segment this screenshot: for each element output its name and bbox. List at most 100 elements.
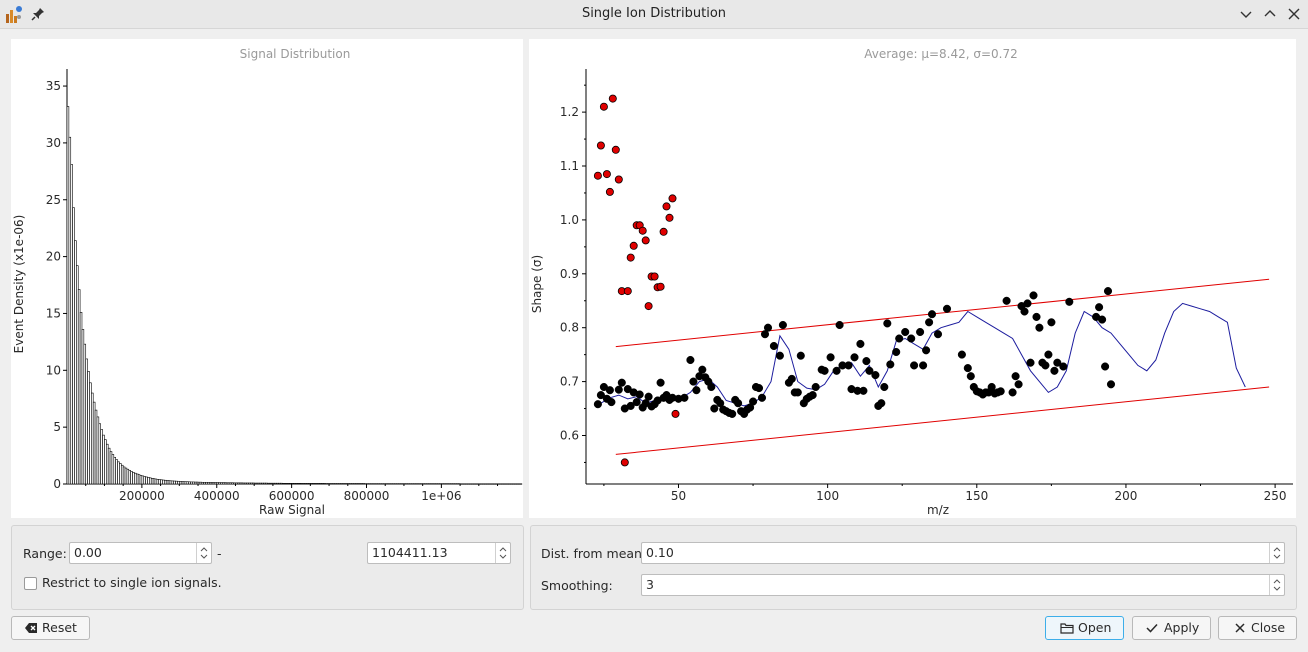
spin-arrows-icon[interactable]: [196, 543, 211, 563]
data-point: [907, 334, 916, 343]
data-point: [933, 330, 943, 339]
close-window-icon[interactable]: [1286, 6, 1302, 22]
spin-arrows-icon[interactable]: [1269, 575, 1284, 595]
data-point: [1023, 299, 1032, 308]
outlier-point: [599, 102, 608, 111]
data-point: [680, 393, 689, 402]
data-point: [692, 386, 701, 395]
data-point: [808, 391, 817, 400]
data-point: [1059, 362, 1068, 371]
pin-icon[interactable]: [30, 6, 46, 22]
outlier-point: [626, 253, 635, 262]
data-point: [793, 388, 802, 397]
data-point: [1008, 388, 1017, 397]
x-tick-label: 1e+06: [421, 489, 461, 503]
x-tick-label: 800000: [344, 489, 390, 503]
close-icon: [1235, 623, 1245, 633]
data-point: [856, 339, 865, 348]
data-point: [1044, 350, 1053, 359]
y-axis-label: Event Density (x1e-06): [12, 215, 26, 354]
y-tick-label: 30: [46, 136, 61, 150]
data-point: [1103, 287, 1113, 296]
outlier-point: [668, 194, 677, 203]
data-point: [710, 404, 719, 413]
smoothing-value: 3: [646, 577, 654, 592]
x-tick-label: 400000: [194, 489, 240, 503]
data-point: [707, 382, 716, 392]
shape-vs-mz-chart: Average: μ=8.42, σ=0.72 m/z Shape (σ) 0.…: [530, 47, 1293, 517]
data-point: [919, 361, 928, 370]
open-label: Open: [1078, 620, 1112, 635]
close-button[interactable]: Close: [1218, 616, 1297, 640]
data-point: [632, 398, 641, 407]
outlier-point: [629, 241, 638, 250]
data-point: [775, 351, 784, 360]
dist-from-mean-value: 0.10: [646, 545, 674, 560]
data-point: [1065, 297, 1074, 306]
spin-arrows-icon[interactable]: [495, 543, 510, 563]
smoothing-spinbox[interactable]: 3: [641, 574, 1285, 596]
y-tick-label: 0.7: [560, 375, 579, 389]
x-tick-label: 200: [1114, 489, 1137, 503]
spin-arrows-icon[interactable]: [1269, 543, 1284, 563]
data-point: [865, 366, 874, 375]
dist-from-mean-spinbox[interactable]: 0.10: [641, 542, 1285, 564]
data-point: [820, 366, 829, 375]
outlier-point: [605, 187, 614, 196]
outlier-point: [611, 145, 620, 154]
data-point: [617, 378, 626, 387]
data-point: [835, 320, 844, 330]
data-point: [886, 360, 895, 369]
y-tick-label: 20: [46, 250, 61, 264]
data-point: [850, 353, 859, 362]
data-point: [593, 400, 602, 409]
data-point: [644, 392, 653, 401]
data-point: [1047, 318, 1056, 327]
x-tick-label: 100: [816, 489, 839, 503]
data-point: [895, 334, 904, 343]
open-button[interactable]: Open: [1045, 616, 1124, 640]
window-title: Single Ion Distribution: [581, 6, 727, 21]
shape-filter-group: Dist. from mean: 0.10 Smoothing: 3: [530, 525, 1297, 610]
histogram-bar: [519, 483, 523, 485]
data-point: [844, 361, 853, 370]
y-tick-label: 0.9: [560, 267, 579, 281]
x-tick-label: 200000: [119, 489, 165, 503]
data-point: [927, 310, 937, 319]
data-point: [689, 377, 698, 386]
checkmark-icon: [1146, 623, 1158, 633]
outlier-point: [623, 287, 632, 296]
reset-button[interactable]: Reset: [11, 616, 90, 640]
range-separator: -: [217, 546, 222, 561]
range-min-value: 0.00: [74, 545, 102, 560]
data-point: [1011, 372, 1020, 381]
y-tick-label: 1.0: [560, 213, 579, 227]
data-point: [1029, 291, 1038, 300]
range-max-spinbox[interactable]: 1104411.13: [367, 542, 511, 564]
data-point: [1098, 315, 1107, 324]
data-point: [1002, 296, 1011, 305]
range-min-spinbox[interactable]: 0.00: [69, 542, 212, 564]
chart-title: Signal Distribution: [240, 47, 351, 61]
x-tick-label: 50: [671, 489, 686, 503]
outlier-point: [602, 170, 611, 179]
data-point: [698, 365, 707, 374]
dist-from-mean-label: Dist. from mean:: [541, 546, 647, 561]
y-tick-label: 1.1: [560, 159, 579, 173]
data-point: [596, 391, 605, 400]
data-point: [749, 397, 758, 406]
y-tick-label: 5: [53, 420, 61, 434]
apply-button[interactable]: Apply: [1132, 616, 1211, 640]
minimize-icon[interactable]: [1238, 6, 1254, 22]
data-point: [728, 409, 737, 418]
x-tick-label: 150: [965, 489, 988, 503]
reset-icon: [25, 623, 37, 633]
outlier-point: [659, 227, 668, 236]
outlier-point: [665, 213, 674, 222]
y-tick-label: 15: [46, 306, 61, 320]
restrict-checkbox[interactable]: [24, 577, 37, 590]
range-max-value: 1104411.13: [372, 545, 448, 560]
data-point: [910, 361, 919, 370]
maximize-icon[interactable]: [1262, 6, 1278, 22]
data-point: [925, 318, 934, 327]
